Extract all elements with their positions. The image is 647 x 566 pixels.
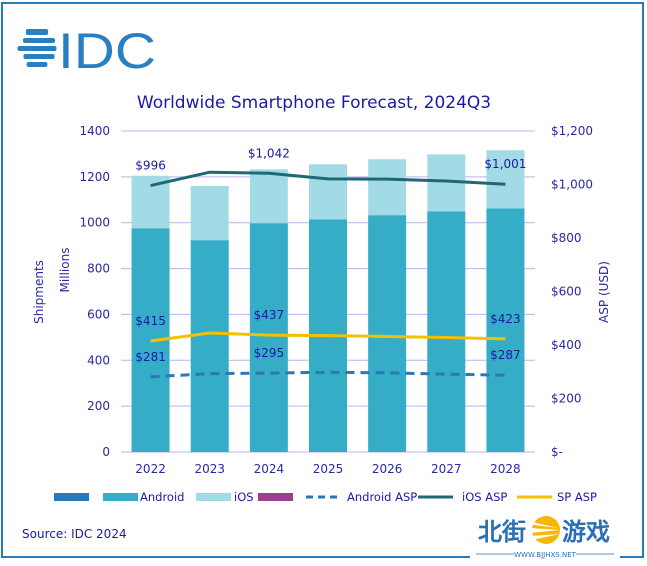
y-axis-title: Shipments xyxy=(32,260,46,324)
x-tick-label: 2028 xyxy=(490,462,521,476)
y2-tick-label: $1,200 xyxy=(551,124,593,138)
y2-tick-label: $1,000 xyxy=(551,178,593,192)
watermark-text-left: 北街 xyxy=(478,518,526,546)
legend: Android iOS Android ASP iOS ASP SP ASP xyxy=(54,490,597,504)
y-tick-label: 1000 xyxy=(79,216,110,230)
y-tick-label: 1400 xyxy=(79,124,110,138)
source-note: Source: IDC 2024 xyxy=(22,527,127,541)
bar-android-2023 xyxy=(191,240,229,452)
bar-ios-2026 xyxy=(368,159,406,215)
bar-ios-2025 xyxy=(309,164,347,219)
data-label: $287 xyxy=(490,348,521,362)
legend-swatch xyxy=(196,493,231,501)
x-tick-label: 2024 xyxy=(254,462,285,476)
y2-tick-label: $400 xyxy=(551,338,582,352)
bar-ios-2023 xyxy=(191,186,229,240)
x-tick-label: 2022 xyxy=(135,462,166,476)
logo-text: IDC xyxy=(58,23,156,79)
x-tick-label: 2025 xyxy=(313,462,344,476)
idc-logo: IDC xyxy=(18,23,156,79)
legend-label: iOS xyxy=(234,490,254,504)
y-tick-label: 400 xyxy=(87,353,110,367)
bars xyxy=(132,150,525,452)
y-tick-label: 0 xyxy=(102,445,110,459)
bar-android-2027 xyxy=(427,211,465,452)
y2-tick-label: $800 xyxy=(551,231,582,245)
data-label: $415 xyxy=(135,314,166,328)
logo-stripe xyxy=(18,46,57,51)
x-tick-label: 2027 xyxy=(431,462,462,476)
data-label: $437 xyxy=(254,308,285,322)
data-label: $996 xyxy=(135,159,166,173)
watermark: 北街 游戏 WWW.BJJHXS.NET xyxy=(470,508,620,562)
legend-label: Android ASP xyxy=(347,490,417,504)
x-tick-label: 2026 xyxy=(372,462,403,476)
y-axis-right: $- $200 $400 $600 $800 $1,000 $1,200 xyxy=(551,124,593,459)
y2-tick-label: $- xyxy=(551,445,563,459)
data-label: $1,001 xyxy=(484,157,526,171)
y2-tick-label: $200 xyxy=(551,392,582,406)
y-tick-label: 1200 xyxy=(79,170,110,184)
legend-label: iOS ASP xyxy=(462,490,507,504)
legend-swatch xyxy=(258,493,293,501)
logo-stripe xyxy=(26,29,48,35)
y-tick-label: 800 xyxy=(87,262,110,276)
legend-swatch xyxy=(54,493,89,501)
globe-stripes-icon xyxy=(18,29,57,67)
bar-android-2028 xyxy=(486,208,524,452)
sunrise-icon xyxy=(530,516,560,544)
y2-tick-label: $600 xyxy=(551,285,582,299)
x-tick-label: 2023 xyxy=(194,462,225,476)
watermark-text-right: 游戏 xyxy=(562,518,610,546)
y-tick-label: 200 xyxy=(87,399,110,413)
data-label: $423 xyxy=(490,312,521,326)
logo-stripe xyxy=(23,38,55,43)
data-label: $1,042 xyxy=(248,146,290,160)
legend-label: SP ASP xyxy=(557,490,597,504)
legend-label: Android xyxy=(140,490,184,504)
bar-android-2024 xyxy=(250,223,288,452)
bar-android-2026 xyxy=(368,215,406,452)
y2-axis-title: ASP (USD) xyxy=(597,261,611,323)
y-axis-left: 0 200 400 600 800 1000 1200 1400 xyxy=(79,124,110,459)
x-axis: 2022 2023 2024 2025 2026 2027 2028 xyxy=(135,462,520,476)
logo-stripe xyxy=(27,62,48,67)
chart-title: Worldwide Smartphone Forecast, 2024Q3 xyxy=(137,93,491,113)
y-axis-subtitle: Millions xyxy=(58,248,72,293)
legend-swatch xyxy=(103,493,138,501)
logo-stripe xyxy=(23,54,54,59)
y-tick-label: 600 xyxy=(87,307,110,321)
data-label: $281 xyxy=(135,350,166,364)
bar-ios-2024 xyxy=(250,169,288,223)
watermark-url: WWW.BJJHXS.NET xyxy=(514,551,577,559)
data-label: $295 xyxy=(254,346,285,360)
